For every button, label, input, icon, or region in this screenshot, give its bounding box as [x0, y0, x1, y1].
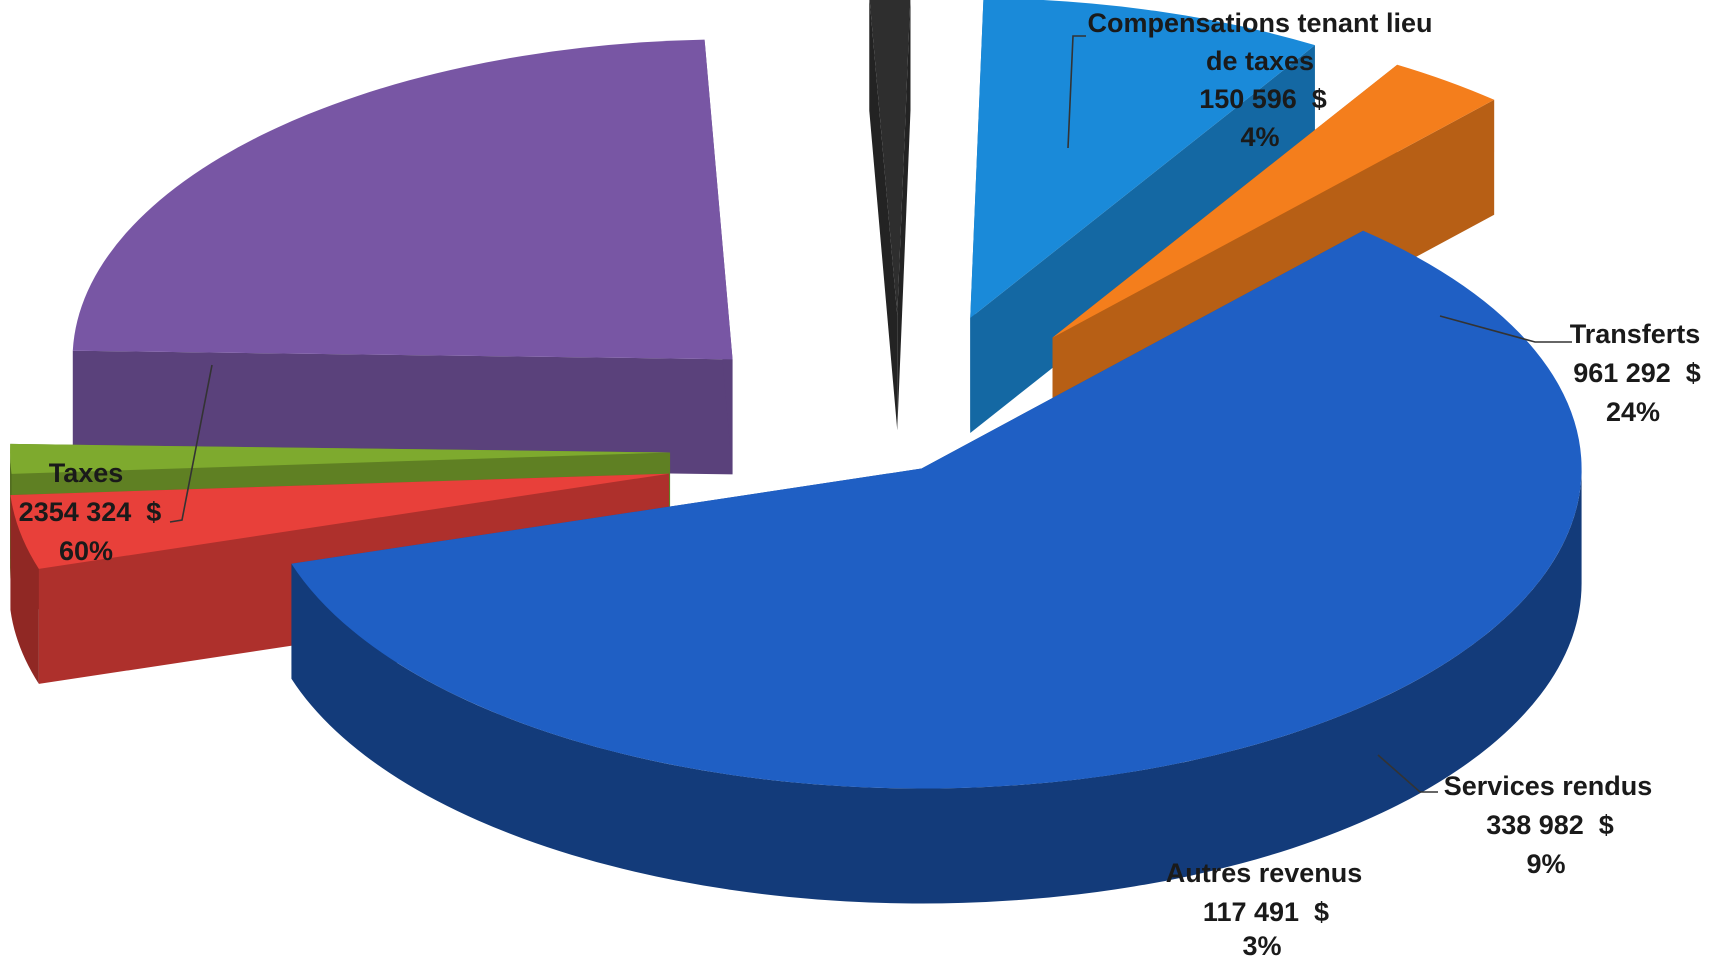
- pie-slice-3-top: [72, 39, 733, 360]
- label-autres-percent: 3%: [1242, 931, 1281, 961]
- pie-slice-0: [291, 230, 1582, 904]
- leader-line-transferts: [1439, 315, 1572, 343]
- pie-slice-4: [869, 0, 911, 431]
- label-compensations-amount: 150 596 $: [1199, 84, 1327, 114]
- pie-wedges: [10, 0, 1582, 904]
- pie-slice-1-side-0: [10, 495, 39, 684]
- label-autres-name: Autres revenus: [1166, 858, 1363, 888]
- label-compensations-percent: 4%: [1240, 122, 1279, 152]
- pie-slice-4-wall-0: [869, 0, 898, 431]
- label-compensations: Compensations tenant lieu de taxes 150 5…: [1087, 8, 1432, 152]
- label-autres: Autres revenus 117 491 $ 3%: [1166, 858, 1363, 961]
- label-taxes: Taxes 2354 324 $ 60%: [19, 458, 162, 566]
- pie-slice-4-top: [869, 0, 911, 316]
- label-services-name: Services rendus: [1444, 771, 1653, 801]
- label-transferts: Transferts 961 292 $ 24%: [1570, 319, 1701, 427]
- label-transferts-amount: 961 292 $: [1573, 358, 1701, 388]
- pie-slice-1-top: [10, 473, 669, 569]
- label-services-percent: 9%: [1526, 849, 1565, 879]
- label-autres-amount: 117 491 $: [1203, 897, 1329, 927]
- pie-slice-0-side-0: [291, 468, 1582, 904]
- leader-lines: [169, 35, 1572, 793]
- label-taxes-percent: 60%: [59, 536, 113, 566]
- pie-slice-3: [72, 39, 733, 475]
- pie-slice-5-top: [970, 0, 1315, 319]
- pie-slice-3-wall-0: [72, 350, 733, 475]
- pie-slice-6-top: [1052, 64, 1495, 338]
- label-compensations-name-line2: de taxes: [1206, 46, 1314, 76]
- label-taxes-amount: 2354 324 $: [19, 497, 162, 527]
- label-services-amount: 338 982 $: [1486, 810, 1614, 840]
- label-taxes-name: Taxes: [49, 458, 124, 488]
- label-services: Services rendus 338 982 $ 9%: [1444, 771, 1653, 879]
- label-compensations-name-line1: Compensations tenant lieu: [1087, 8, 1432, 38]
- pie-slice-2-top: [10, 443, 671, 474]
- label-transferts-percent: 24%: [1606, 397, 1660, 427]
- pie-slice-4-wall-1: [897, 0, 911, 431]
- leader-line-taxes: [169, 364, 213, 523]
- pie-slice-0-top: [291, 230, 1582, 789]
- label-transferts-name: Transferts: [1570, 319, 1701, 349]
- leader-line-compensations: [1067, 35, 1086, 149]
- leader-line-services: [1377, 754, 1438, 793]
